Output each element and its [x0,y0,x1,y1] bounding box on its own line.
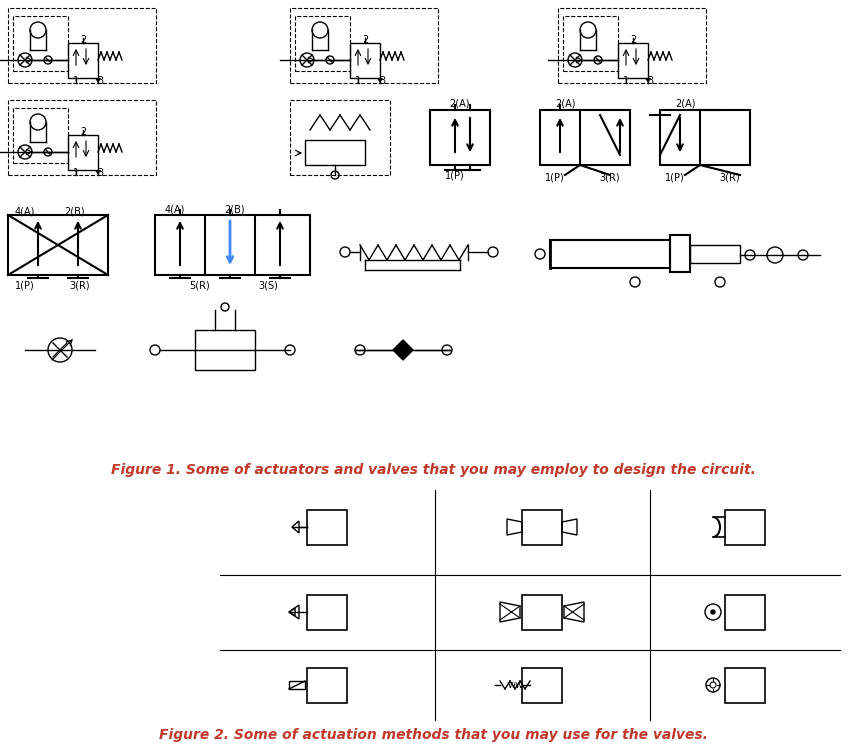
Polygon shape [393,340,413,360]
Text: 3: 3 [379,76,385,86]
Text: 1: 1 [355,76,361,86]
Text: 1(P): 1(P) [15,280,35,290]
Text: 3(R): 3(R) [69,280,90,290]
Bar [8,100,156,175]
Bar [522,595,562,630]
Text: 1(P): 1(P) [665,173,685,183]
Text: 3(R): 3(R) [720,173,740,183]
Bar [155,215,310,275]
Bar [540,110,630,165]
Circle shape [711,610,715,614]
Text: 2: 2 [80,127,86,137]
Bar [290,100,390,175]
Bar [68,43,98,78]
Text: 3(R): 3(R) [600,173,620,183]
Text: 2: 2 [362,35,368,45]
Text: 3(S): 3(S) [258,280,278,290]
Bar [430,110,490,165]
Text: 1: 1 [73,168,79,178]
Bar [8,8,156,83]
Bar [725,510,765,545]
Bar [522,510,562,545]
Text: 2(B): 2(B) [225,205,245,215]
Text: 1(P): 1(P) [445,170,465,180]
Text: 2(A): 2(A) [450,98,470,108]
Text: 3: 3 [97,168,103,178]
Text: 1: 1 [623,76,629,86]
Text: Figure 1. Some of actuators and valves that you may employ to design the circuit: Figure 1. Some of actuators and valves t… [111,463,755,477]
Text: ww: ww [508,680,524,690]
Text: 5(R): 5(R) [190,280,211,290]
Bar [195,330,255,370]
Bar [307,510,347,545]
Text: 1(P): 1(P) [545,173,565,183]
Bar [13,16,68,71]
Polygon shape [95,170,101,175]
Bar [295,16,350,71]
Bar [690,245,740,263]
Bar [307,668,347,703]
Polygon shape [377,78,383,83]
Bar [660,110,750,165]
Bar [307,595,347,630]
Text: 2: 2 [629,35,636,45]
Bar [290,8,438,83]
Bar [350,43,380,78]
Bar [305,140,365,165]
Bar [8,215,108,275]
Text: 2: 2 [80,35,86,45]
Text: 4(A): 4(A) [165,205,186,215]
Bar [522,668,562,703]
Bar [725,668,765,703]
Bar [725,595,765,630]
Text: 2(A): 2(A) [556,98,577,108]
Bar [68,135,98,170]
Text: 3: 3 [97,76,103,86]
Bar [563,16,618,71]
Text: Figure 2. Some of actuation methods that you may use for the valves.: Figure 2. Some of actuation methods that… [159,728,707,742]
Bar [550,240,670,268]
Bar [670,235,690,272]
Text: 4(A): 4(A) [15,207,36,217]
Text: 1: 1 [73,76,79,86]
Polygon shape [95,78,101,83]
Text: 2(A): 2(A) [675,98,696,108]
Text: 3: 3 [647,76,653,86]
Bar [558,8,706,83]
Bar [618,43,648,78]
Bar [13,108,68,163]
Text: 2(B): 2(B) [65,207,85,217]
Polygon shape [645,78,651,83]
